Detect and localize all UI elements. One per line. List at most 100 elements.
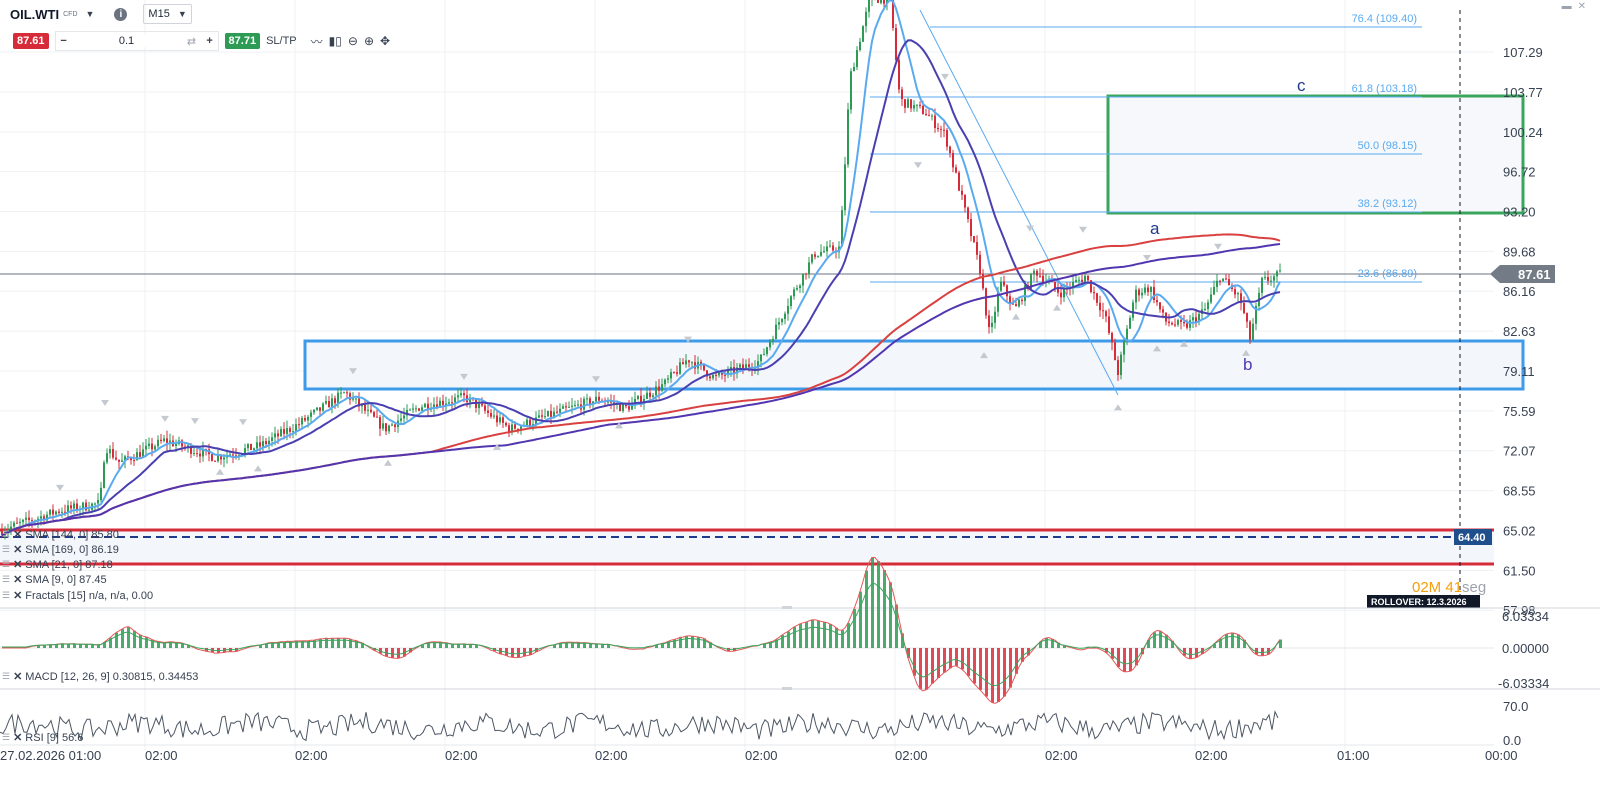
legend-rsi[interactable]: ☰ ✕ RSI [9] 56.6 xyxy=(2,731,83,745)
legend-remove-icon[interactable]: ✕ xyxy=(13,544,23,556)
candle-body xyxy=(826,246,828,252)
line-chart-icon[interactable]: 〰 xyxy=(310,34,323,49)
candle-body xyxy=(589,398,591,405)
close-icon[interactable]: ✕ xyxy=(1577,1,1586,12)
sma-169-line xyxy=(1,243,1281,537)
legend-macd[interactable]: ☰ ✕ MACD [12, 26, 9] 0.30815, 0.34453 xyxy=(2,670,198,684)
macd-histogram-bar xyxy=(823,621,826,648)
candle-body xyxy=(358,398,360,407)
candlestick-icon[interactable]: ▮▯ xyxy=(328,34,342,48)
macd-histogram-bar xyxy=(331,638,334,648)
sell-price-button[interactable]: 87.61 xyxy=(13,33,49,49)
candle-body xyxy=(658,386,660,391)
legend-sma169[interactable]: ☰ ✕ SMA [169, 0] 86.19 xyxy=(2,543,119,557)
legend-sma21[interactable]: ☰ ✕ SMA [21, 0] 87.18 xyxy=(2,558,113,572)
sltp-button[interactable]: SL/TP xyxy=(266,35,297,47)
candle-body xyxy=(661,384,663,391)
swap-icon[interactable]: ⇄ xyxy=(186,35,197,48)
volume-increase-button[interactable]: + xyxy=(206,35,213,47)
candle-body xyxy=(1147,287,1149,292)
legend-menu-icon[interactable]: ☰ xyxy=(2,590,11,600)
macd-panel[interactable] xyxy=(0,557,1494,704)
zoom-out-icon[interactable]: ⊖ xyxy=(347,34,358,48)
legend-menu-icon[interactable]: ☰ xyxy=(2,529,11,539)
candle-body xyxy=(1114,342,1116,361)
candle-body xyxy=(862,26,864,42)
legend-sma144[interactable]: ☰ ✕ SMA [144, 0] 85.80 xyxy=(2,528,119,542)
candle-body xyxy=(1021,299,1023,302)
legend-menu-icon[interactable]: ☰ xyxy=(2,544,11,554)
candle-body xyxy=(505,422,507,426)
macd-histogram-bar xyxy=(925,648,928,690)
info-icon[interactable]: i xyxy=(114,7,128,21)
fractal-up-marker xyxy=(161,415,169,422)
candle-body xyxy=(934,115,936,128)
candle-body xyxy=(925,113,927,116)
macd-histogram-bar xyxy=(979,648,982,690)
legend-menu-icon[interactable]: ☰ xyxy=(2,732,11,742)
candle-body xyxy=(307,416,309,421)
legend-menu-icon[interactable]: ☰ xyxy=(2,574,11,584)
minimize-icon[interactable]: ▬ xyxy=(1561,1,1572,12)
legend-remove-icon[interactable]: ✕ xyxy=(13,559,23,571)
legend-remove-icon[interactable]: ✕ xyxy=(13,574,23,586)
candle-body xyxy=(916,104,918,106)
price-axis[interactable]: 107.29 103.77 100.24 96.72 93.20 89.68 86.16 82… xyxy=(1503,45,1543,618)
legend-fractals[interactable]: ☰ ✕ Fractals [15] n/a, n/a, 0.00 xyxy=(2,589,153,603)
candle-body xyxy=(331,398,333,408)
macd-histogram-bar xyxy=(1117,648,1120,667)
timeframe-select[interactable]: M15 ▼ xyxy=(143,4,192,24)
rsi-panel[interactable] xyxy=(0,710,1279,742)
candle-body xyxy=(1156,300,1158,303)
candle-body xyxy=(904,99,906,108)
legend-label: SMA [144, 0] 85.80 xyxy=(25,528,119,541)
candle-body xyxy=(121,460,123,462)
bottom-zone[interactable] xyxy=(0,530,1494,564)
candle-body xyxy=(1249,321,1251,340)
zoom-in-icon[interactable]: ⊕ xyxy=(363,34,374,48)
macd-histogram-bar xyxy=(607,644,610,648)
move-icon[interactable]: ✥ xyxy=(380,34,391,48)
macd-histogram-bar xyxy=(475,644,478,648)
macd-histogram-bar xyxy=(1231,632,1234,648)
trend-line[interactable] xyxy=(919,9,1119,396)
symbol-name[interactable]: OIL.WTI xyxy=(10,6,60,22)
legend-remove-icon[interactable]: ✕ xyxy=(13,590,23,602)
legend-remove-icon[interactable]: ✕ xyxy=(13,671,23,683)
candle-body xyxy=(727,369,729,376)
buy-price-button[interactable]: 87.71 xyxy=(224,33,261,49)
volume-decrease-button[interactable]: − xyxy=(60,35,67,47)
legend-remove-icon[interactable]: ✕ xyxy=(13,529,23,541)
candle-body xyxy=(1162,309,1164,313)
legend-sma9[interactable]: ☰ ✕ SMA [9, 0] 87.45 xyxy=(2,573,107,587)
countdown-minutes: 02M xyxy=(1412,579,1441,596)
candle-body xyxy=(937,127,939,130)
time-axis[interactable]: 27.02.2026 01:00 02:00 02:00 02:00 02:00 02:0… xyxy=(0,748,1518,763)
volume-input[interactable]: 0.1 xyxy=(71,35,182,47)
macd-histogram-bar xyxy=(91,644,94,648)
symbol-dropdown-icon[interactable]: ▼ xyxy=(85,9,95,19)
candle-body xyxy=(1237,293,1239,295)
candle-body xyxy=(958,172,960,191)
candle-body xyxy=(976,242,978,255)
support-zone[interactable] xyxy=(303,339,1525,391)
volume-stepper[interactable]: − 0.1 ⇄ + xyxy=(54,31,219,51)
candle-body xyxy=(706,370,708,377)
candle-body xyxy=(1084,275,1086,282)
price-tick-label: 103.77 xyxy=(1503,85,1543,100)
candle-body xyxy=(547,410,549,417)
sma-21-line xyxy=(1,39,1281,537)
legend-remove-icon[interactable]: ✕ xyxy=(13,732,23,744)
macd-histogram-bar xyxy=(865,570,868,648)
candle-body xyxy=(1078,279,1080,281)
legend-menu-icon[interactable]: ☰ xyxy=(2,559,11,569)
price-tick-label: 57.98 xyxy=(1503,603,1536,618)
legend-menu-icon[interactable]: ☰ xyxy=(2,671,11,681)
candle-body xyxy=(541,415,543,417)
candle-body xyxy=(772,338,774,342)
macd-histogram-bar xyxy=(337,638,340,648)
candle-body xyxy=(322,403,324,411)
macd-histogram-bar xyxy=(553,644,556,648)
